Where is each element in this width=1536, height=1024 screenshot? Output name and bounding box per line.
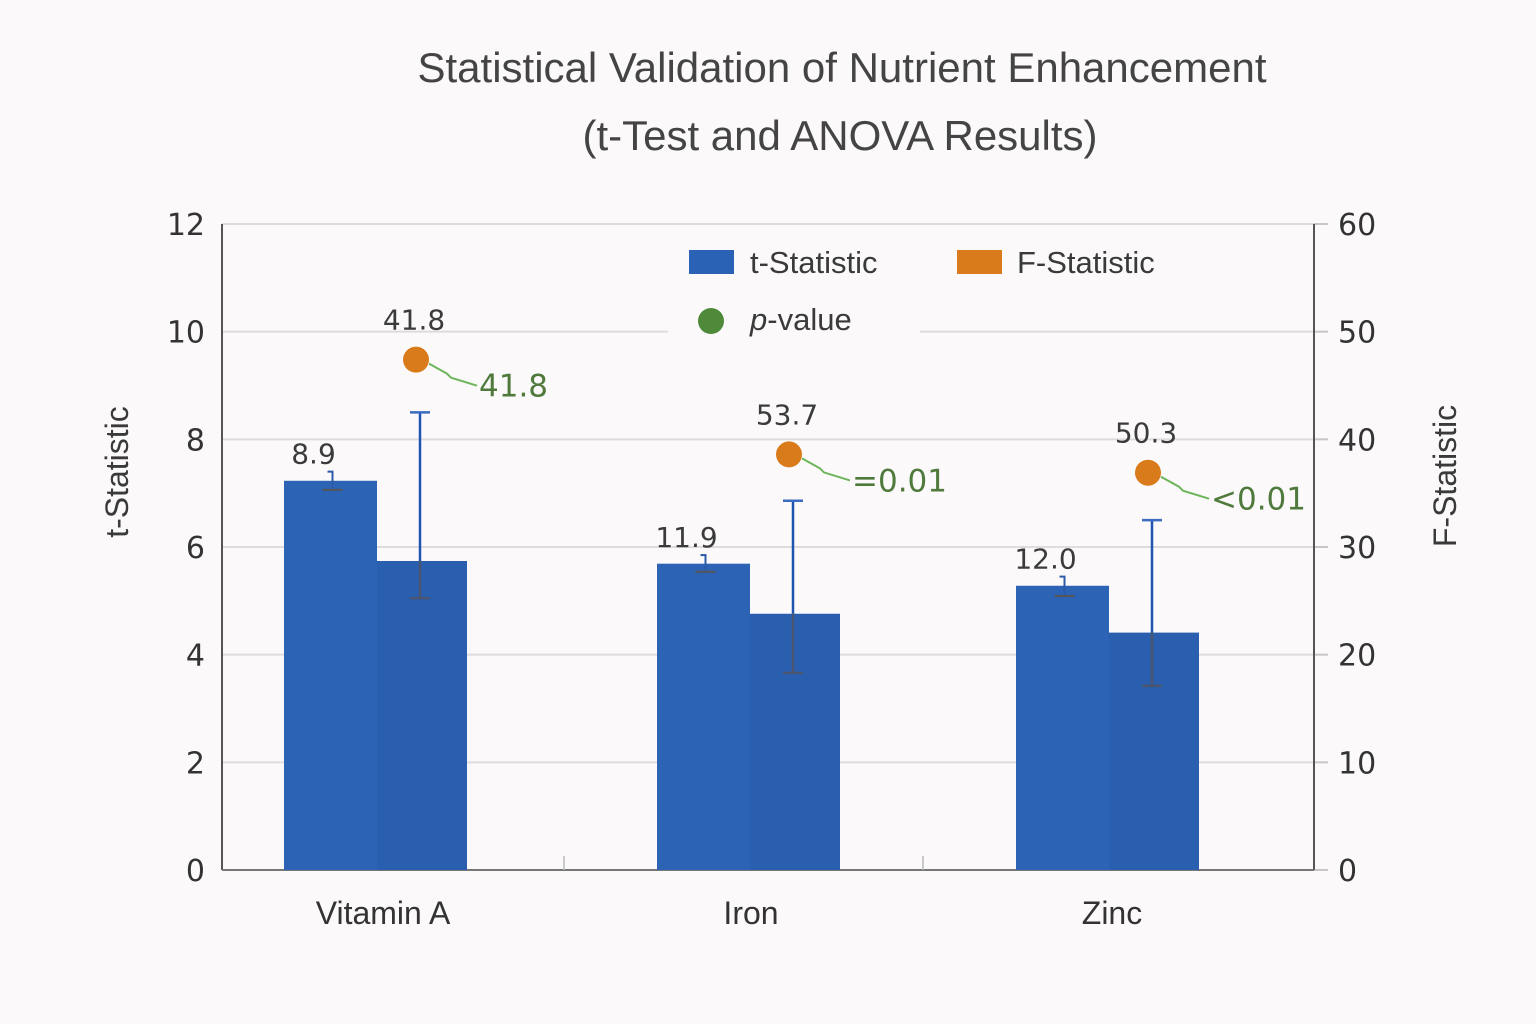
- legend-label-p-italic: p: [749, 302, 767, 337]
- y2-tick-label: 40: [1338, 423, 1376, 458]
- y2-tick-label: 50: [1338, 316, 1376, 351]
- bar-t-statistic-2: [750, 613, 840, 870]
- y-tick-label: 10: [167, 316, 205, 351]
- chart-subtitle: (t-Test and ANOVA Results): [582, 112, 1097, 159]
- y-tick-label: 0: [186, 854, 205, 889]
- legend-label-p-value: p-value: [749, 302, 852, 337]
- data-label-p-value: <0.01: [1211, 482, 1306, 518]
- data-label-f-statistic: 53.7: [756, 398, 818, 431]
- f-statistic-points: [403, 346, 1161, 486]
- x-tick-label: Iron: [723, 895, 778, 931]
- legend-swatch-t-statistic: [689, 250, 734, 274]
- data-label-t-statistic: 8.9: [291, 438, 336, 471]
- p-value-leader-line: [1160, 475, 1210, 500]
- x-tick-label: Zinc: [1082, 895, 1142, 931]
- data-label-f-statistic: 50.3: [1115, 417, 1177, 450]
- y-tick-label: 2: [186, 746, 205, 781]
- bar-t-statistic: [657, 563, 750, 870]
- y-tick-label: 12: [167, 208, 205, 243]
- bar-t-statistic-2: [1109, 632, 1199, 870]
- bar-t-statistic: [284, 480, 377, 870]
- point-f-statistic: [403, 346, 429, 373]
- error-bars: [322, 411, 1162, 688]
- y2-tick-label: 20: [1338, 639, 1376, 674]
- y2-tick-label: 10: [1338, 746, 1376, 781]
- bar-t-statistic-2: [377, 560, 467, 870]
- data-label-t-statistic: 11.9: [655, 521, 717, 554]
- p-value-leader-line: [801, 457, 851, 482]
- chart-title: Statistical Validation of Nutrient Enhan…: [417, 44, 1266, 91]
- y-tick-label: 6: [186, 531, 205, 566]
- legend-label-p-suffix: -value: [767, 302, 851, 337]
- legend-label-t-statistic: t-Statistic: [750, 245, 877, 280]
- point-f-statistic: [1135, 459, 1161, 486]
- legend-marker-p-value: [698, 308, 724, 334]
- data-labels: 8.9 41.8 41.8 11.9 53.7 =0.01 12.0 50.3 <0.01: [291, 304, 1306, 576]
- point-f-statistic: [776, 441, 802, 468]
- data-label-f-statistic: 41.8: [383, 304, 445, 337]
- y-tick-label: 8: [186, 423, 205, 458]
- p-value-leader-line: [428, 362, 478, 387]
- data-label-p-value: =0.01: [852, 463, 947, 499]
- y-tick-label: 4: [186, 639, 205, 674]
- data-label-p-value: 41.8: [479, 369, 548, 405]
- legend-swatch-f-statistic: [957, 250, 1002, 274]
- y2-axis-label: F-Statistic: [1427, 405, 1463, 547]
- y2-tick-label: 60: [1338, 208, 1376, 243]
- y2-tick-label: 30: [1338, 531, 1376, 566]
- bar-t-statistic: [1016, 585, 1109, 870]
- y2-tick-label: 0: [1338, 854, 1357, 889]
- axes: 0 2 4 6 8 10 12 0 10 20 30 40 50 60 Vitamin A Iron Zinc: [167, 208, 1376, 931]
- y-axis-label: t-Statistic: [99, 406, 135, 538]
- legend: t-Statistic F-Statistic p-value: [668, 245, 1155, 342]
- legend-label-f-statistic: F-Statistic: [1017, 245, 1155, 280]
- data-label-t-statistic: 12.0: [1014, 543, 1076, 576]
- bars: [284, 480, 1199, 870]
- x-tick-label: Vitamin A: [316, 895, 451, 931]
